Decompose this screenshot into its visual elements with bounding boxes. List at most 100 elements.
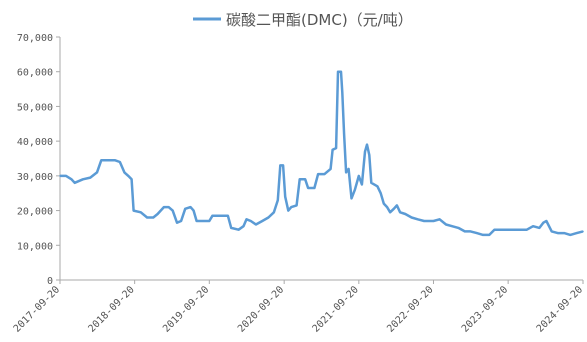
- x-tick-label: 2019-09-20: [161, 284, 211, 334]
- data-point: [410, 216, 413, 219]
- data-point: [366, 143, 368, 146]
- data-point: [323, 173, 326, 175]
- data-point: [341, 91, 344, 94]
- data-point: [499, 228, 501, 231]
- data-point: [237, 228, 240, 231]
- x-tick-label: 2022-09-20: [385, 284, 435, 334]
- x-tick-label: 2024-09-20: [535, 284, 585, 334]
- data-point: [383, 202, 385, 205]
- data-point: [445, 223, 447, 226]
- data-point: [96, 171, 98, 174]
- data-point: [416, 218, 419, 221]
- data-point: [304, 178, 307, 181]
- data-point: [347, 168, 350, 170]
- data-point: [379, 192, 382, 194]
- y-tick-label: 70,000: [17, 33, 53, 44]
- data-point: [184, 208, 186, 210]
- data-point: [538, 227, 541, 229]
- data-point: [123, 171, 126, 174]
- series-line-0: [60, 70, 584, 237]
- data-point: [376, 185, 379, 188]
- x-tick-label: 2018-09-20: [86, 284, 136, 334]
- data-point: [176, 221, 178, 224]
- data-point: [313, 187, 316, 189]
- data-point: [82, 178, 84, 181]
- data-point: [404, 213, 407, 215]
- data-point: [195, 220, 198, 222]
- data-point: [146, 216, 148, 219]
- data-point: [284, 195, 287, 198]
- data-point: [482, 234, 484, 236]
- data-point: [464, 230, 466, 233]
- data-point: [542, 221, 545, 224]
- data-point: [132, 209, 135, 212]
- data-point: [290, 206, 293, 208]
- data-point: [273, 211, 275, 214]
- data-point: [279, 164, 282, 167]
- data-point: [59, 175, 61, 177]
- data-point: [545, 220, 548, 222]
- y-tick-label: 60,000: [17, 68, 53, 79]
- data-point: [451, 225, 453, 227]
- data-point: [282, 164, 284, 167]
- y-tick-label: 40,000: [17, 137, 53, 148]
- data-point: [393, 208, 395, 210]
- data-point: [227, 215, 229, 217]
- data-point: [532, 225, 534, 227]
- data-point: [307, 187, 309, 189]
- x-tick-label: 2020-09-20: [236, 284, 286, 334]
- data-point: [230, 227, 232, 229]
- data-point: [329, 168, 332, 170]
- data-point: [557, 232, 559, 234]
- data-point: [211, 215, 214, 217]
- y-tick-label: 0: [47, 276, 53, 287]
- data-point: [364, 150, 366, 153]
- data-point: [513, 228, 516, 231]
- data-point: [163, 206, 165, 208]
- data-point: [582, 230, 584, 233]
- data-point: [331, 149, 334, 151]
- y-tick-label: 10,000: [17, 241, 53, 252]
- data-point: [192, 209, 195, 212]
- data-point: [245, 218, 248, 221]
- data-point: [354, 188, 356, 191]
- x-axis-ticks: 2017-09-20 2018-09-20 2019-09-20 2020-09-20…: [12, 280, 585, 335]
- data-point: [89, 176, 92, 179]
- data-point: [114, 159, 116, 161]
- x-tick-label: 2021-09-20: [311, 284, 361, 334]
- data-point: [519, 228, 522, 231]
- data-point: [107, 159, 110, 161]
- y-tick-label: 30,000: [17, 172, 53, 183]
- data-point: [550, 230, 553, 233]
- data-point: [507, 228, 509, 231]
- data-point: [345, 171, 347, 174]
- data-point: [298, 178, 301, 181]
- x-tick-label: 2023-09-20: [460, 284, 510, 334]
- data-point: [335, 147, 337, 149]
- data-point: [119, 161, 121, 163]
- data-point: [337, 70, 339, 73]
- data-point: [370, 182, 373, 184]
- data-point: [130, 178, 133, 181]
- data-point: [317, 173, 319, 175]
- data-point: [563, 232, 565, 234]
- data-point: [140, 211, 142, 214]
- data-point: [221, 215, 223, 217]
- data-point: [156, 213, 159, 215]
- data-point: [386, 206, 388, 208]
- data-point: [242, 225, 245, 227]
- data-point: [438, 218, 441, 221]
- y-axis-ticks: 0 10,000 20,000 30,000 40,000 50,000 60,000 70,…: [17, 33, 60, 287]
- data-point: [70, 178, 73, 181]
- data-point: [569, 234, 572, 236]
- data-point: [389, 211, 391, 214]
- data-point: [208, 220, 211, 222]
- data-point: [73, 182, 76, 184]
- data-point: [575, 232, 578, 234]
- data-point: [368, 154, 371, 156]
- data-point: [65, 175, 67, 177]
- data-point: [358, 175, 360, 177]
- data-point: [493, 228, 496, 231]
- data-point: [432, 220, 435, 222]
